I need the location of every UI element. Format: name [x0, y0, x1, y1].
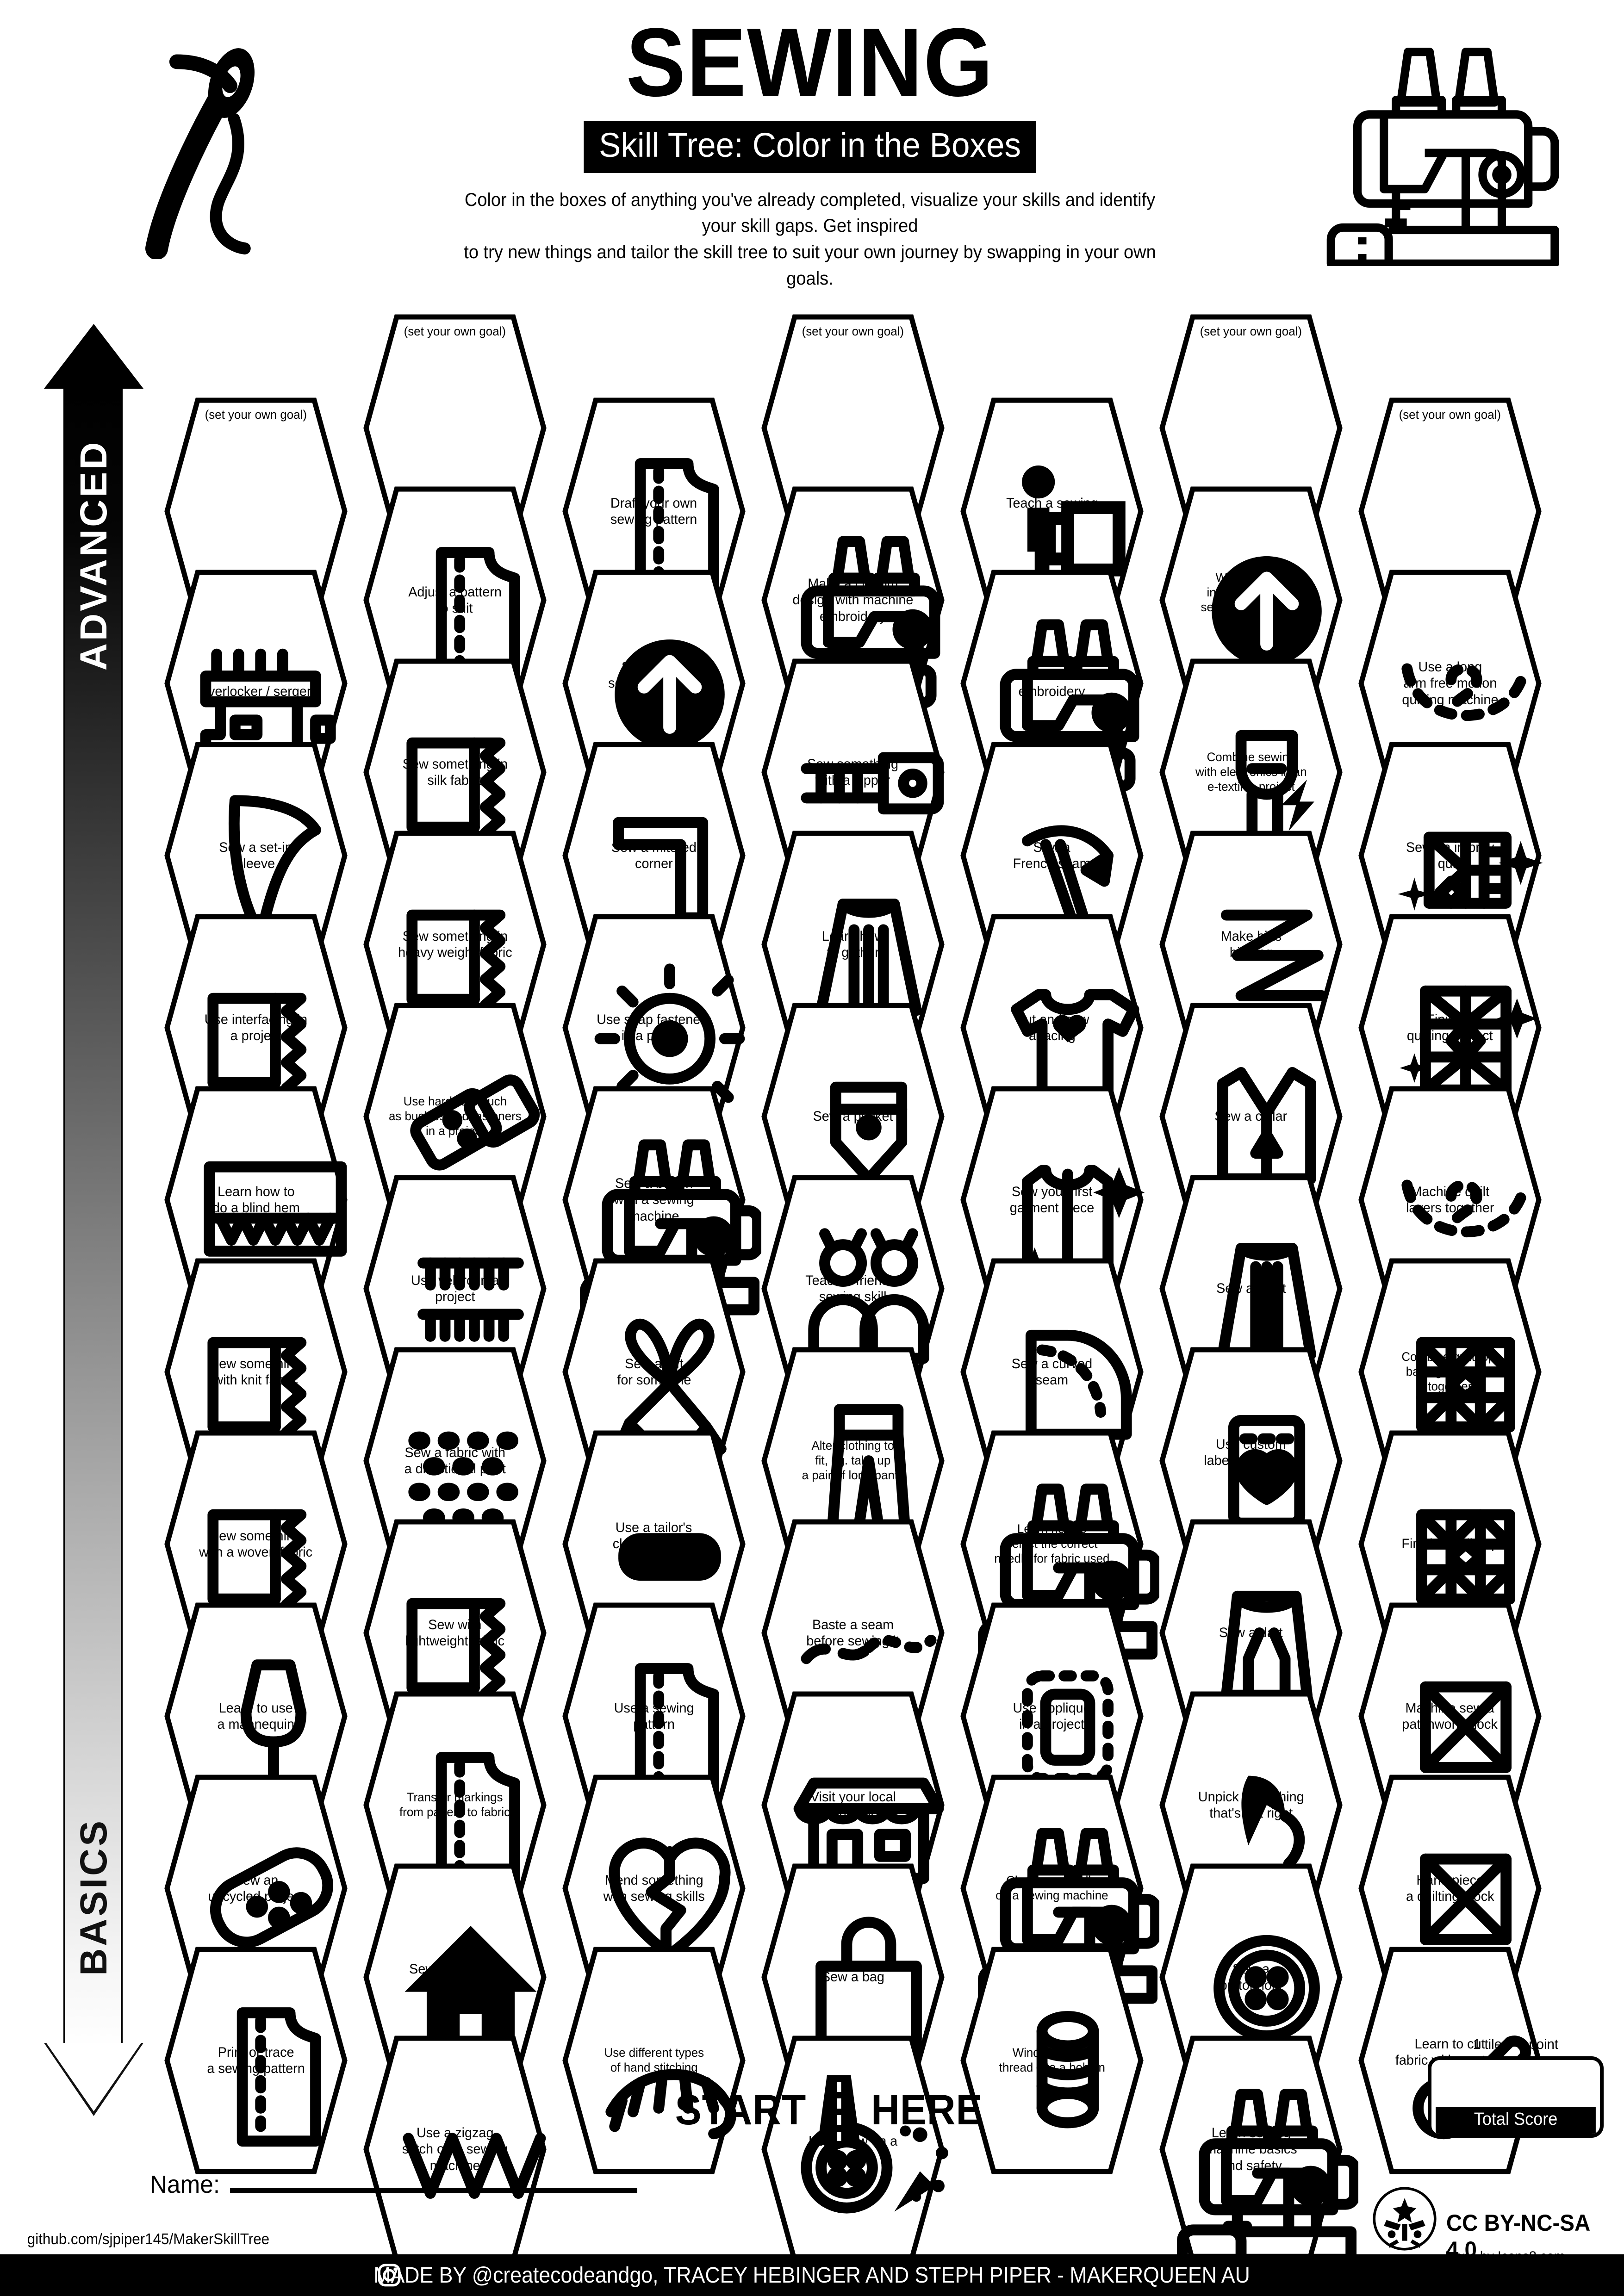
intro-paragraph: Color in the boxes of anything you've al…	[458, 187, 1162, 292]
credits-bar: MADE BY @createcodeandgo, TRACEY HEBINGE…	[0, 2254, 1624, 2296]
name-field-row: Name:	[148, 2170, 638, 2199]
score-frame[interactable]: Total Score	[1428, 2056, 1604, 2138]
skill-tile[interactable]: Use a zigzag stitch on a sewing machine	[363, 2034, 547, 2265]
total-score-box: 1 tile = 1 point Total Score	[1428, 2036, 1604, 2138]
page-subtitle: Skill Tree: Color in the Boxes	[584, 120, 1036, 173]
name-input-line[interactable]	[230, 2188, 638, 2193]
github-url-text: github.com/sjpiper145/MakerSkillTree	[27, 2230, 270, 2247]
sewing-machine-icon	[1326, 48, 1559, 266]
start-here-marker: START HERE	[662, 2073, 995, 2147]
road-icon	[817, 2075, 860, 2145]
here-word: HERE	[871, 2086, 983, 2134]
needle-and-thread-icon	[145, 48, 255, 259]
instagram-icon	[378, 2264, 401, 2287]
score-input-area[interactable]	[1431, 2060, 1600, 2107]
skill-level-axis: ADVANCED BASICS	[44, 324, 143, 2116]
score-total-label: Total Score	[1436, 2107, 1596, 2134]
skill-tile[interactable]: Print or trace a sewing pattern	[164, 1945, 348, 2176]
intro-line-1: Color in the boxes of anything you've al…	[464, 189, 1156, 236]
arrow-gradient-shaft	[63, 384, 123, 2050]
page-header: SEWING Skill Tree: Color in the Boxes Co…	[0, 0, 1624, 296]
credits-text: MADE BY @createcodeandgo, TRACEY HEBINGE…	[373, 2263, 1251, 2288]
score-note: 1 tile = 1 point	[1473, 2036, 1559, 2052]
intro-line-2: to try new things and tailor the skill t…	[464, 242, 1156, 289]
name-label: Name:	[149, 2171, 220, 2198]
start-word: START	[675, 2086, 806, 2134]
creative-commons-badge-icon	[1373, 2187, 1437, 2251]
skill-tile[interactable]: Learn sewing machine basics and safety	[1159, 2034, 1358, 2265]
page-title: SEWING	[626, 8, 994, 117]
